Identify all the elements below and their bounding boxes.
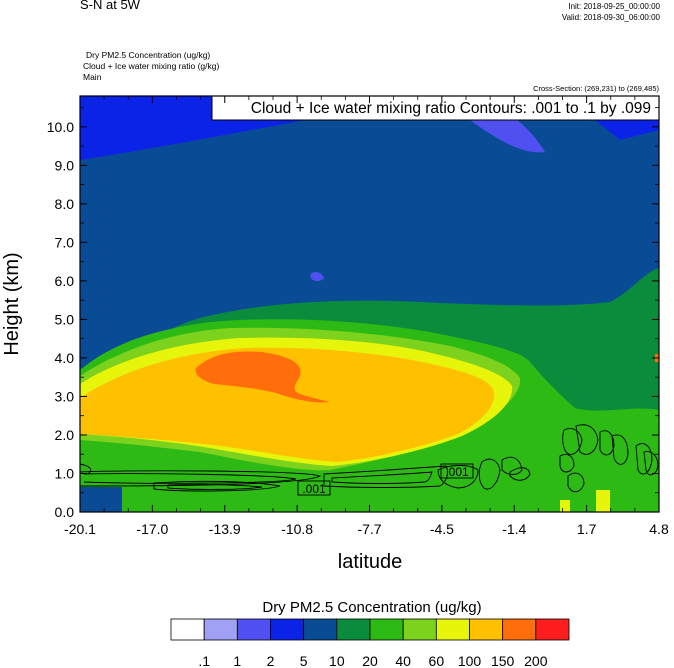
y-tick-label: 8.0	[55, 196, 75, 212]
field-level-200	[195, 351, 330, 403]
field-name-line3: Main	[83, 72, 102, 82]
chart-title: S-N at 5W	[80, 0, 141, 12]
x-tick-label: -1.4	[502, 521, 526, 537]
y-tick-label: 5.0	[55, 311, 75, 327]
contour-info-text: Cloud + Ice water mixing ratio Contours:…	[251, 100, 651, 117]
y-tick-label: 10.0	[47, 119, 74, 135]
contour-label-box	[297, 480, 331, 496]
field-name-line1: Dry PM2.5 Concentration (ug/kg)	[86, 50, 210, 60]
field-level-150	[80, 347, 495, 462]
x-tick-label: -20.1	[64, 521, 96, 537]
contour-line	[575, 424, 599, 455]
valid-time: Valid: 2018-09-30_06:00:00	[562, 13, 661, 22]
y-tick-label: 9.0	[55, 157, 75, 173]
colorbar-swatch	[270, 618, 305, 641]
colorbar-level-label: 60	[429, 653, 445, 668]
colorbar-level-label: .1	[198, 653, 210, 668]
contour-line	[79, 470, 322, 487]
field-yellow-patches	[560, 490, 610, 512]
colorbar-level-label: 2	[267, 653, 275, 668]
colorbar-level-label: 20	[362, 653, 378, 668]
contour-line	[635, 443, 653, 475]
colorbar-swatch	[303, 618, 338, 641]
contour-line	[562, 428, 583, 455]
contour-line	[501, 456, 523, 475]
field-lower-left-patch	[80, 487, 122, 512]
x-tick-label: 1.7	[577, 521, 597, 537]
contour-label-box	[440, 463, 474, 479]
y-axis: 0.0 1.0 2.0 3.0 4.0 5.0 6.0 7.0 8.0 9.0 10.0	[47, 107, 659, 520]
y-tick-label: 7.0	[55, 234, 75, 250]
colorbar-level-label: 10	[329, 653, 345, 668]
colorbar-level-label: 200	[524, 653, 548, 668]
contour-line	[167, 484, 263, 490]
colorbar-swatch	[170, 618, 205, 641]
colorbar-swatch	[236, 618, 271, 641]
colorbar-level-label: 5	[300, 653, 308, 668]
colorbar-title: Dry PM2.5 Concentration (ug/kg)	[262, 599, 481, 616]
y-tick-label: 1.0	[55, 465, 75, 481]
y-tick-label: 4.0	[55, 350, 75, 366]
contour-line	[331, 471, 433, 484]
x-tick-label: -17.0	[136, 521, 168, 537]
colorbar: .1 1 2 5 10 20 40 60 100 150 200	[170, 618, 570, 668]
y-tick-label: 6.0	[55, 273, 75, 289]
contour-label: .001	[302, 482, 326, 496]
field-level-2-spot	[310, 272, 324, 282]
y-tick-label: 3.0	[55, 388, 75, 404]
contour-label: .001	[445, 465, 469, 479]
colorbar-swatch	[535, 618, 570, 641]
colorbar-level-label: 1	[233, 653, 241, 668]
colorbar-level-label: 150	[491, 653, 515, 668]
heatmap-field	[80, 96, 659, 512]
contour-line	[611, 434, 629, 465]
contour-line	[599, 430, 615, 456]
colorbar-swatch	[402, 618, 437, 641]
x-tick-label: -7.7	[357, 521, 381, 537]
x-tick-label: -4.5	[430, 521, 454, 537]
contour-info-box	[211, 95, 660, 121]
contour-line	[79, 463, 92, 475]
x-tick-label: -10.8	[281, 521, 313, 537]
contour-line	[478, 458, 501, 490]
y-tick-label: 0.0	[55, 504, 75, 520]
colorbar-swatch	[469, 618, 504, 641]
contour-line	[643, 451, 659, 476]
init-time: Init: 2018-09-25_00:00:00	[568, 2, 660, 11]
y-axis-label: Height (km)	[1, 252, 23, 355]
colorbar-swatch	[203, 618, 238, 641]
x-tick-label: -13.9	[209, 521, 241, 537]
colorbar-swatch	[502, 618, 537, 641]
field-name-line2: Cloud + Ice water mixing ratio (g/kg)	[83, 61, 219, 71]
colorbar-swatch	[435, 618, 470, 641]
contour-line	[567, 472, 585, 493]
colorbar-level-label: 40	[395, 653, 411, 668]
cloud-contours	[79, 424, 659, 493]
x-axis-label: latitude	[338, 551, 403, 573]
contour-line	[437, 465, 479, 489]
contour-line	[559, 454, 575, 473]
x-tick-label: 4.8	[649, 521, 669, 537]
cross-section-label: Cross-Section: (269,231) to (269,485)	[533, 84, 659, 93]
colorbar-swatch	[336, 618, 371, 641]
colorbar-level-label: 100	[458, 653, 482, 668]
colorbar-swatch	[369, 618, 404, 641]
contour-line	[323, 465, 449, 488]
x-axis: -20.1 -17.0 -13.9 -10.8 -7.7 -4.5 -1.4 1.7 4.8	[64, 96, 669, 537]
y-tick-label: 2.0	[55, 427, 75, 443]
contour-line	[153, 480, 281, 492]
contour-line	[509, 467, 531, 481]
